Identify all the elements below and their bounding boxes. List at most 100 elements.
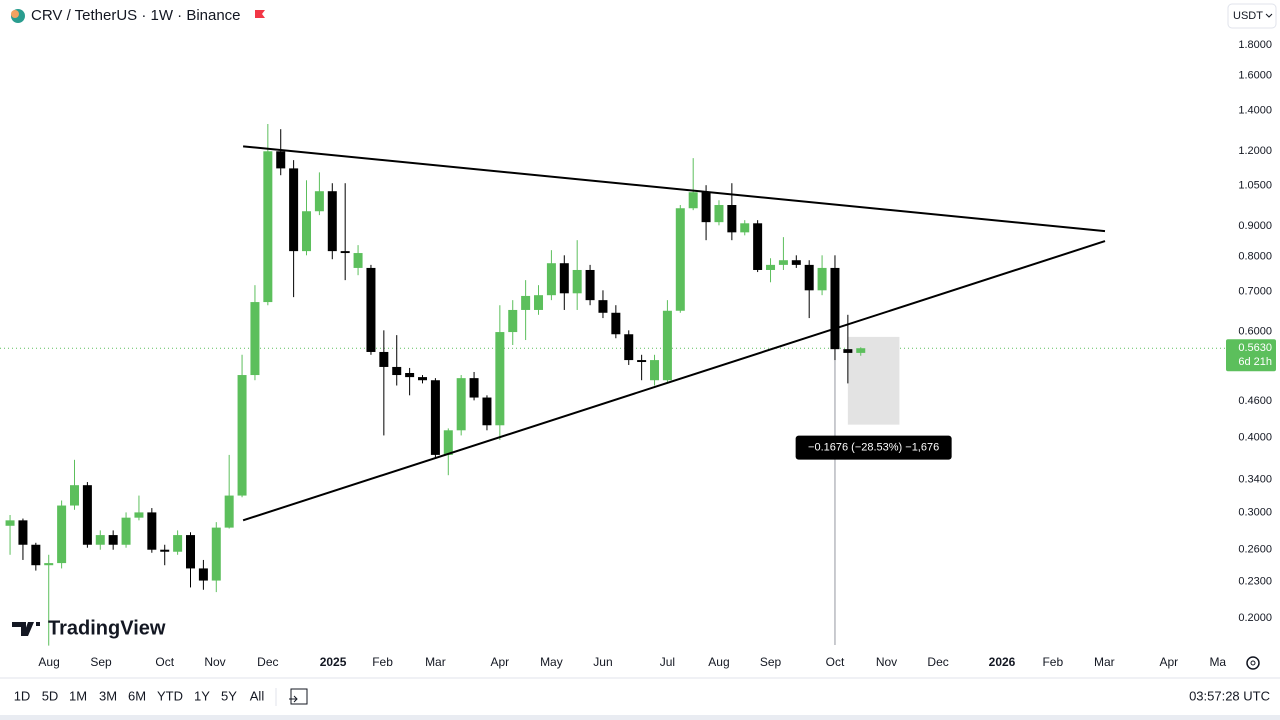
candle-body (211, 527, 221, 581)
branding: TradingView (12, 617, 166, 639)
x-tick-label: Dec (927, 655, 948, 669)
candle-body (5, 520, 15, 526)
candle-body (508, 309, 518, 333)
y-tick-label: 0.6000 (1238, 326, 1272, 338)
candle-body (456, 378, 466, 431)
bottom-border (0, 715, 1280, 720)
calendar[interactable] (290, 688, 308, 705)
y-tick-label: 0.4000 (1238, 431, 1272, 443)
candle-body (263, 151, 273, 303)
candle-body (443, 430, 453, 455)
logo-icon (12, 622, 40, 636)
candle-body (624, 334, 634, 361)
flag-icon[interactable] (255, 10, 265, 18)
candle-body (70, 485, 80, 506)
candle-body (482, 397, 492, 426)
candle-body (186, 535, 196, 569)
y-tick-label: 1.0500 (1238, 180, 1272, 192)
x-tick-label: Jun (593, 655, 612, 669)
candle-body (405, 372, 415, 378)
range-button[interactable]: 3M (99, 688, 117, 703)
x-tick-label: Apr (1159, 655, 1178, 669)
candle-body (534, 295, 544, 310)
x-tick-label: Oct (155, 655, 174, 669)
y-tick-label: 0.3000 (1238, 506, 1272, 518)
x-tick-label: May (540, 655, 563, 669)
candle-body (559, 263, 569, 294)
x-tick-label: Apr (491, 655, 510, 669)
x-tick-label: Mar (425, 655, 446, 669)
x-tick-label: Sep (760, 655, 782, 669)
x-tick-label: Jul (660, 655, 675, 669)
range-button[interactable]: 6M (128, 688, 146, 703)
y-tick-label: 0.2600 (1238, 544, 1272, 556)
symbol-icon-part (11, 10, 19, 18)
x-tick-label: Mar (1094, 655, 1115, 669)
candle-body (173, 535, 183, 552)
plot-area: −0.1676 (−28.53%) −1,676 (0, 124, 1225, 646)
candle-body (572, 269, 582, 294)
price-tag-countdown: 6d 21h (1238, 356, 1272, 368)
x-tick-label: Nov (204, 655, 225, 669)
candle-body (778, 260, 788, 265)
candle-body (675, 208, 685, 311)
candle-body (198, 568, 208, 581)
candle-body (727, 205, 737, 233)
range-button[interactable]: 5Y (221, 688, 237, 703)
header: CRV / TetherUS · 1W · Binance USDT (11, 3, 1277, 29)
candle-body (585, 269, 595, 301)
candle-body (753, 223, 763, 270)
x-tick-label: 2025 (320, 655, 347, 669)
candle-body (340, 251, 350, 254)
candle-body (44, 563, 54, 566)
candle-body (250, 302, 260, 376)
candle-body (327, 191, 337, 252)
range-button[interactable]: YTD (157, 688, 183, 703)
range-button[interactable]: All (250, 688, 265, 703)
dropdown-caret (1265, 13, 1273, 18)
x-tick-label: Feb (1042, 655, 1063, 669)
candle-body (121, 517, 131, 545)
x-tick-label: Feb (372, 655, 393, 669)
candle-body (701, 192, 711, 223)
price-tag-value: 0.5630 (1238, 342, 1272, 354)
x-tick-label: Aug (708, 655, 729, 669)
candle-body (314, 191, 324, 212)
candle-body (611, 312, 621, 335)
candle-body (302, 211, 312, 252)
range-button[interactable]: 5D (42, 688, 59, 703)
x-tick-label: Nov (876, 655, 897, 669)
date-range-icon[interactable] (289, 688, 308, 705)
candle-body (366, 267, 376, 352)
candle-body (379, 351, 389, 367)
gear[interactable] (1246, 656, 1260, 670)
range-button[interactable]: 1Y (194, 688, 210, 703)
candle-body (817, 267, 827, 291)
candle-body (147, 512, 157, 550)
candle-body (276, 151, 286, 169)
candle-body (740, 223, 750, 233)
clock: 03:57:28 UTC (1189, 688, 1270, 703)
candle-body (418, 377, 428, 381)
x-tick-label: Oct (826, 655, 845, 669)
candle-body (662, 310, 672, 381)
x-tick-label: Dec (257, 655, 278, 669)
range-button[interactable]: 1M (69, 688, 87, 703)
price-tag-bg (1226, 339, 1276, 372)
x-tick-label: Ma (1209, 655, 1226, 669)
candle-body (160, 549, 170, 552)
currency-label: USDT (1233, 10, 1263, 22)
currency-select[interactable] (1227, 3, 1277, 29)
candle-body (598, 300, 608, 313)
bottom-toolbar: 03:57:28 UTC 1D 5D 1M 3M 6M YTD 1Y 5Y All (14, 688, 1270, 706)
range-button[interactable]: 1D (14, 688, 31, 703)
trendline (242, 145, 1106, 233)
y-tick-label: 0.3400 (1238, 474, 1272, 486)
x-tick-label: Sep (90, 655, 112, 669)
settings-icon[interactable] (1246, 656, 1260, 670)
measure-box (847, 336, 900, 425)
candle-body (18, 520, 28, 545)
candle-body (856, 348, 866, 353)
logo-text: TradingView (48, 617, 166, 639)
